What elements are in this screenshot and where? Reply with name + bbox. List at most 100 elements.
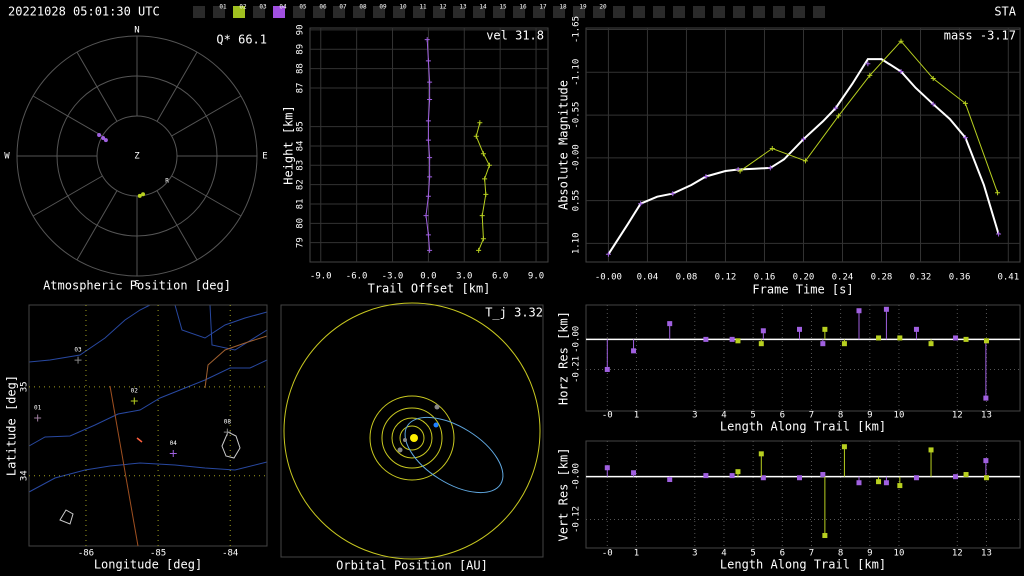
x-tick-label: 1	[634, 549, 639, 559]
x-tick-label: 5	[750, 411, 755, 421]
track-point	[97, 132, 102, 137]
x-tick-label: -85	[150, 549, 166, 559]
polar-spoke	[32, 175, 103, 217]
station-box[interactable]	[253, 6, 265, 18]
residual-point	[797, 475, 802, 481]
data-point	[800, 136, 806, 142]
station-box[interactable]	[533, 6, 545, 18]
x-tick-label: 0.08	[676, 273, 698, 283]
direction-label: E	[262, 152, 267, 162]
marker-label: R	[165, 178, 169, 185]
station-box[interactable]	[213, 6, 225, 18]
data-point	[670, 191, 676, 197]
station-name: 03	[74, 347, 82, 354]
residual-point	[883, 480, 889, 486]
station-box	[613, 6, 625, 18]
x-tick-label: 6	[780, 549, 785, 559]
station-box[interactable]	[353, 6, 365, 18]
station-box[interactable]	[413, 6, 425, 18]
y-axis-label: Latitude [deg]	[5, 375, 19, 476]
orbit-ring	[399, 425, 425, 451]
residual-point	[928, 341, 934, 347]
y-axis-label: Height [km]	[282, 105, 296, 184]
x-tick-label: 0.28	[871, 273, 893, 283]
residual-point	[963, 472, 969, 478]
station-box[interactable]	[593, 6, 605, 18]
y-tick-label: 87	[296, 83, 306, 94]
station-id: 07	[339, 4, 347, 11]
station-box[interactable]	[293, 6, 305, 18]
y-tick-label: 35	[20, 381, 30, 392]
x-axis-label: Orbital Position [AU]	[336, 559, 488, 573]
trail-projection	[109, 385, 139, 547]
x-tick-label: 4	[721, 411, 726, 421]
residual-point	[897, 335, 903, 341]
y-tick-label: -0.21	[572, 356, 582, 383]
polar-spoke	[32, 95, 103, 137]
x-tick-label: -86	[78, 549, 94, 559]
station-box	[733, 6, 745, 18]
plot-frame	[280, 304, 544, 558]
station-box[interactable]	[493, 6, 505, 18]
station-box[interactable]	[393, 6, 405, 18]
station-box[interactable]	[233, 6, 245, 18]
data-point	[425, 193, 431, 199]
y-tick-label: 1.10	[572, 232, 582, 254]
direction-label: N	[134, 26, 139, 36]
data-point	[930, 76, 936, 82]
residual-point	[758, 341, 764, 347]
residual-point	[735, 338, 741, 344]
y-tick-label: -1.10	[572, 59, 582, 86]
data-point	[867, 72, 873, 78]
station-box[interactable]	[373, 6, 385, 18]
station-id: 14	[479, 4, 487, 11]
data-point	[425, 118, 431, 124]
planet	[397, 447, 403, 453]
residual-point	[703, 473, 709, 479]
x-tick-label: 0.32	[910, 273, 932, 283]
station-box[interactable]	[513, 6, 525, 18]
residual-point	[841, 341, 847, 347]
residual-point	[797, 326, 802, 332]
residual-point	[876, 335, 882, 341]
x-tick-label: 0.16	[754, 273, 776, 283]
station-box	[813, 6, 825, 18]
station-id: 01	[219, 4, 227, 11]
x-tick-label: 9	[867, 549, 872, 559]
x-tick-label: 8	[838, 549, 843, 559]
residual-point	[876, 479, 882, 485]
y-tick-label: 90	[296, 25, 306, 36]
station-box	[713, 6, 725, 18]
x-axis-label: Length Along Trail [km]	[720, 558, 886, 572]
x-tick-label: 10	[894, 411, 905, 421]
station-box	[633, 6, 645, 18]
earth	[433, 422, 439, 428]
station-box	[673, 6, 685, 18]
x-axis-label: Trail Offset [km]	[368, 282, 491, 296]
station-name: 02	[131, 388, 139, 395]
station-id: 08	[359, 4, 367, 11]
data-point	[477, 120, 483, 126]
center-label: Z	[134, 152, 140, 162]
station-box[interactable]	[453, 6, 465, 18]
station-id: 15	[499, 4, 507, 11]
x-tick-label: -0	[602, 411, 613, 421]
station-id: 20	[599, 4, 607, 11]
x-tick-label: 0.12	[715, 273, 737, 283]
station-box[interactable]	[433, 6, 445, 18]
station-box[interactable]	[333, 6, 345, 18]
polar-spoke	[156, 51, 198, 122]
station-box[interactable]	[573, 6, 585, 18]
x-tick-label: 0.20	[793, 273, 815, 283]
annotation: vel 31.8	[486, 29, 544, 43]
x-tick-label: 4	[721, 549, 726, 559]
x-tick-label: 3	[692, 411, 697, 421]
station-box[interactable]	[313, 6, 325, 18]
residual-point	[953, 335, 959, 341]
y-tick-label: 84	[296, 141, 306, 152]
station-box[interactable]	[473, 6, 485, 18]
plot-frame	[309, 27, 549, 263]
station-box[interactable]	[553, 6, 565, 18]
station-box[interactable]	[273, 6, 285, 18]
